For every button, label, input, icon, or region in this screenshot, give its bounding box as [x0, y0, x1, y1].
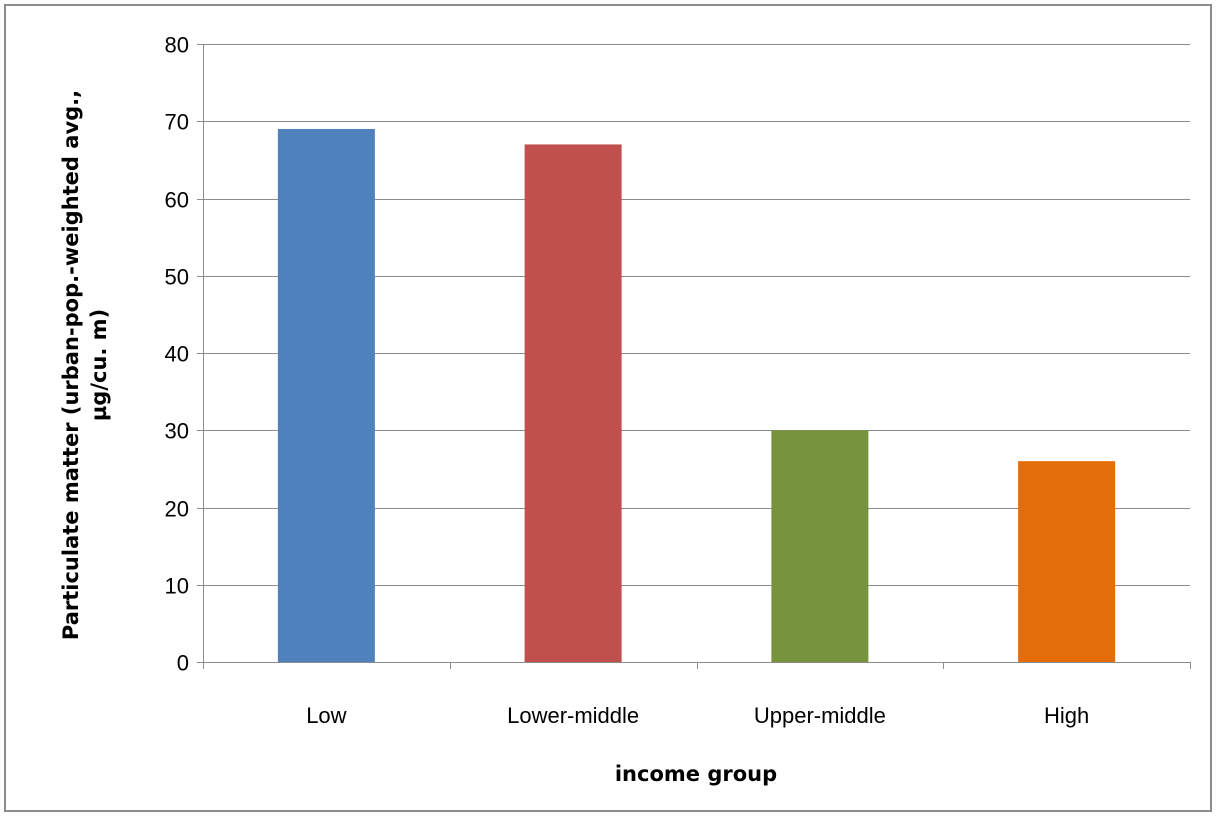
y-tick-label: 10	[165, 574, 189, 599]
x-tick-label: High	[1044, 703, 1089, 728]
bar-lower-middle	[524, 144, 622, 663]
y-tick-label: 60	[165, 188, 189, 213]
y-tick-label: 40	[165, 342, 189, 367]
y-tick-label: 50	[165, 265, 189, 290]
y-axis-title-line: µg/cu. m)	[87, 309, 111, 421]
axes	[197, 44, 1191, 669]
x-tick-label: Upper-middle	[754, 703, 886, 728]
y-tick-label: 0	[177, 651, 189, 676]
bar-high	[1018, 461, 1116, 662]
x-tick-labels: Low Lower-middle Upper-middle High	[306, 703, 1089, 728]
y-tick-label: 70	[165, 110, 189, 135]
y-tick-labels: 0 10 20 30 40 50 60 70 80	[165, 33, 189, 676]
y-tick-label: 30	[165, 419, 189, 444]
y-axis-title-line: Particulate matter (urban-pop.-weighted …	[59, 90, 83, 640]
bar-low	[277, 128, 375, 663]
x-tick-label: Lower-middle	[507, 703, 639, 728]
bars	[277, 128, 1116, 663]
y-tick-label: 20	[165, 497, 189, 522]
y-tick-label: 80	[165, 33, 189, 58]
y-axis-title: Particulate matter (urban-pop.-weighted …	[59, 90, 111, 640]
x-tick-label: Low	[306, 703, 346, 728]
bar-upper-middle	[771, 430, 869, 662]
x-axis-title: income group	[615, 762, 777, 786]
